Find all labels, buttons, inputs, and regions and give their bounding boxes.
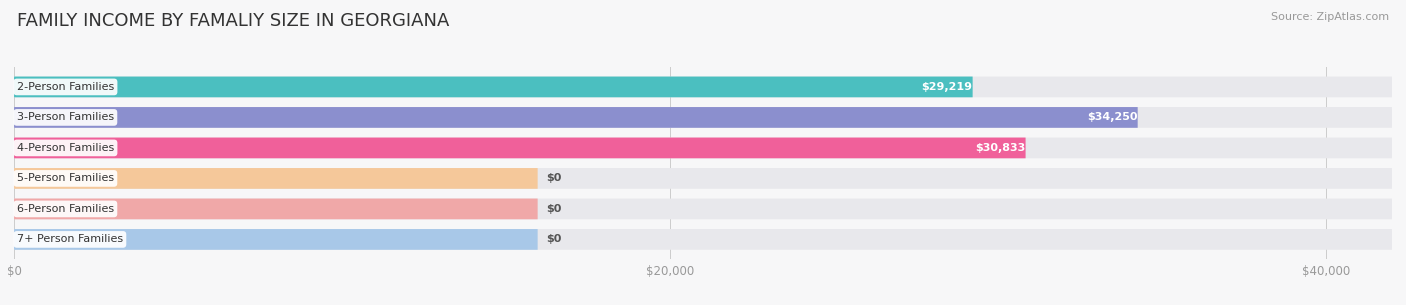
Text: $0: $0 bbox=[546, 235, 561, 244]
Text: 4-Person Families: 4-Person Families bbox=[17, 143, 114, 153]
FancyBboxPatch shape bbox=[14, 229, 1392, 250]
Text: $34,250: $34,250 bbox=[1087, 113, 1137, 122]
Text: 3-Person Families: 3-Person Families bbox=[17, 113, 114, 122]
Text: $0: $0 bbox=[546, 204, 561, 214]
Text: 7+ Person Families: 7+ Person Families bbox=[17, 235, 122, 244]
FancyBboxPatch shape bbox=[14, 77, 973, 97]
FancyBboxPatch shape bbox=[14, 199, 537, 219]
Text: $30,833: $30,833 bbox=[976, 143, 1025, 153]
FancyBboxPatch shape bbox=[14, 107, 1392, 128]
FancyBboxPatch shape bbox=[14, 168, 537, 189]
FancyBboxPatch shape bbox=[14, 107, 1137, 128]
FancyBboxPatch shape bbox=[14, 77, 1392, 97]
FancyBboxPatch shape bbox=[14, 229, 537, 250]
FancyBboxPatch shape bbox=[14, 199, 1392, 219]
FancyBboxPatch shape bbox=[14, 138, 1392, 158]
FancyBboxPatch shape bbox=[14, 138, 1025, 158]
Text: $0: $0 bbox=[546, 174, 561, 183]
Text: FAMILY INCOME BY FAMALIY SIZE IN GEORGIANA: FAMILY INCOME BY FAMALIY SIZE IN GEORGIA… bbox=[17, 12, 450, 30]
FancyBboxPatch shape bbox=[14, 168, 1392, 189]
Text: Source: ZipAtlas.com: Source: ZipAtlas.com bbox=[1271, 12, 1389, 22]
Text: $29,219: $29,219 bbox=[922, 82, 973, 92]
Text: 6-Person Families: 6-Person Families bbox=[17, 204, 114, 214]
Text: 2-Person Families: 2-Person Families bbox=[17, 82, 114, 92]
Text: 5-Person Families: 5-Person Families bbox=[17, 174, 114, 183]
